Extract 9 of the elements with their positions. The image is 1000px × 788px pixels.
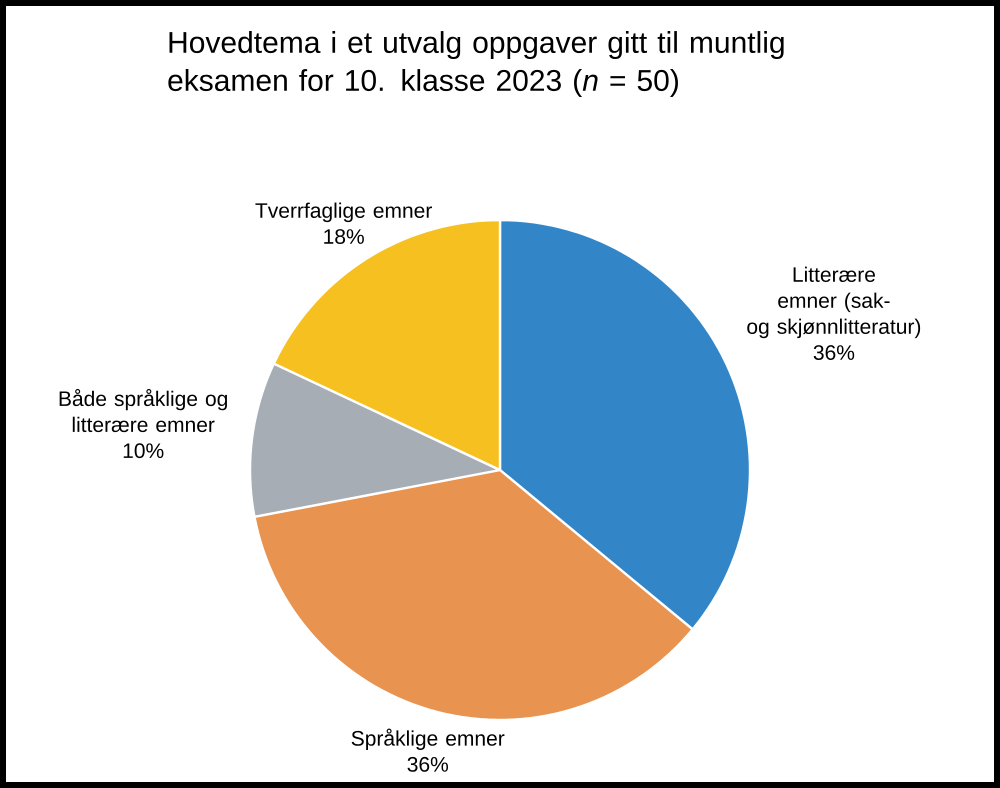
data-label: 36% [814,345,854,360]
data-label: 10% [124,443,164,458]
slice-label: Tverrfaglige emner [255,202,432,222]
chart-title: Hovedtema i et utvalg oppgaver gitt til muntlig eksamen for 10. klasse 2023 (n = 50) [168,31,784,98]
data-label: 18% [324,229,364,244]
slice-label: Språklige emner [352,728,504,750]
data-label: 36% [408,756,448,772]
slice-label: Både språklige og litterære emner [60,389,227,432]
slice-label: Litterære emner (sak- og skjønnlitteratur) [747,266,920,338]
